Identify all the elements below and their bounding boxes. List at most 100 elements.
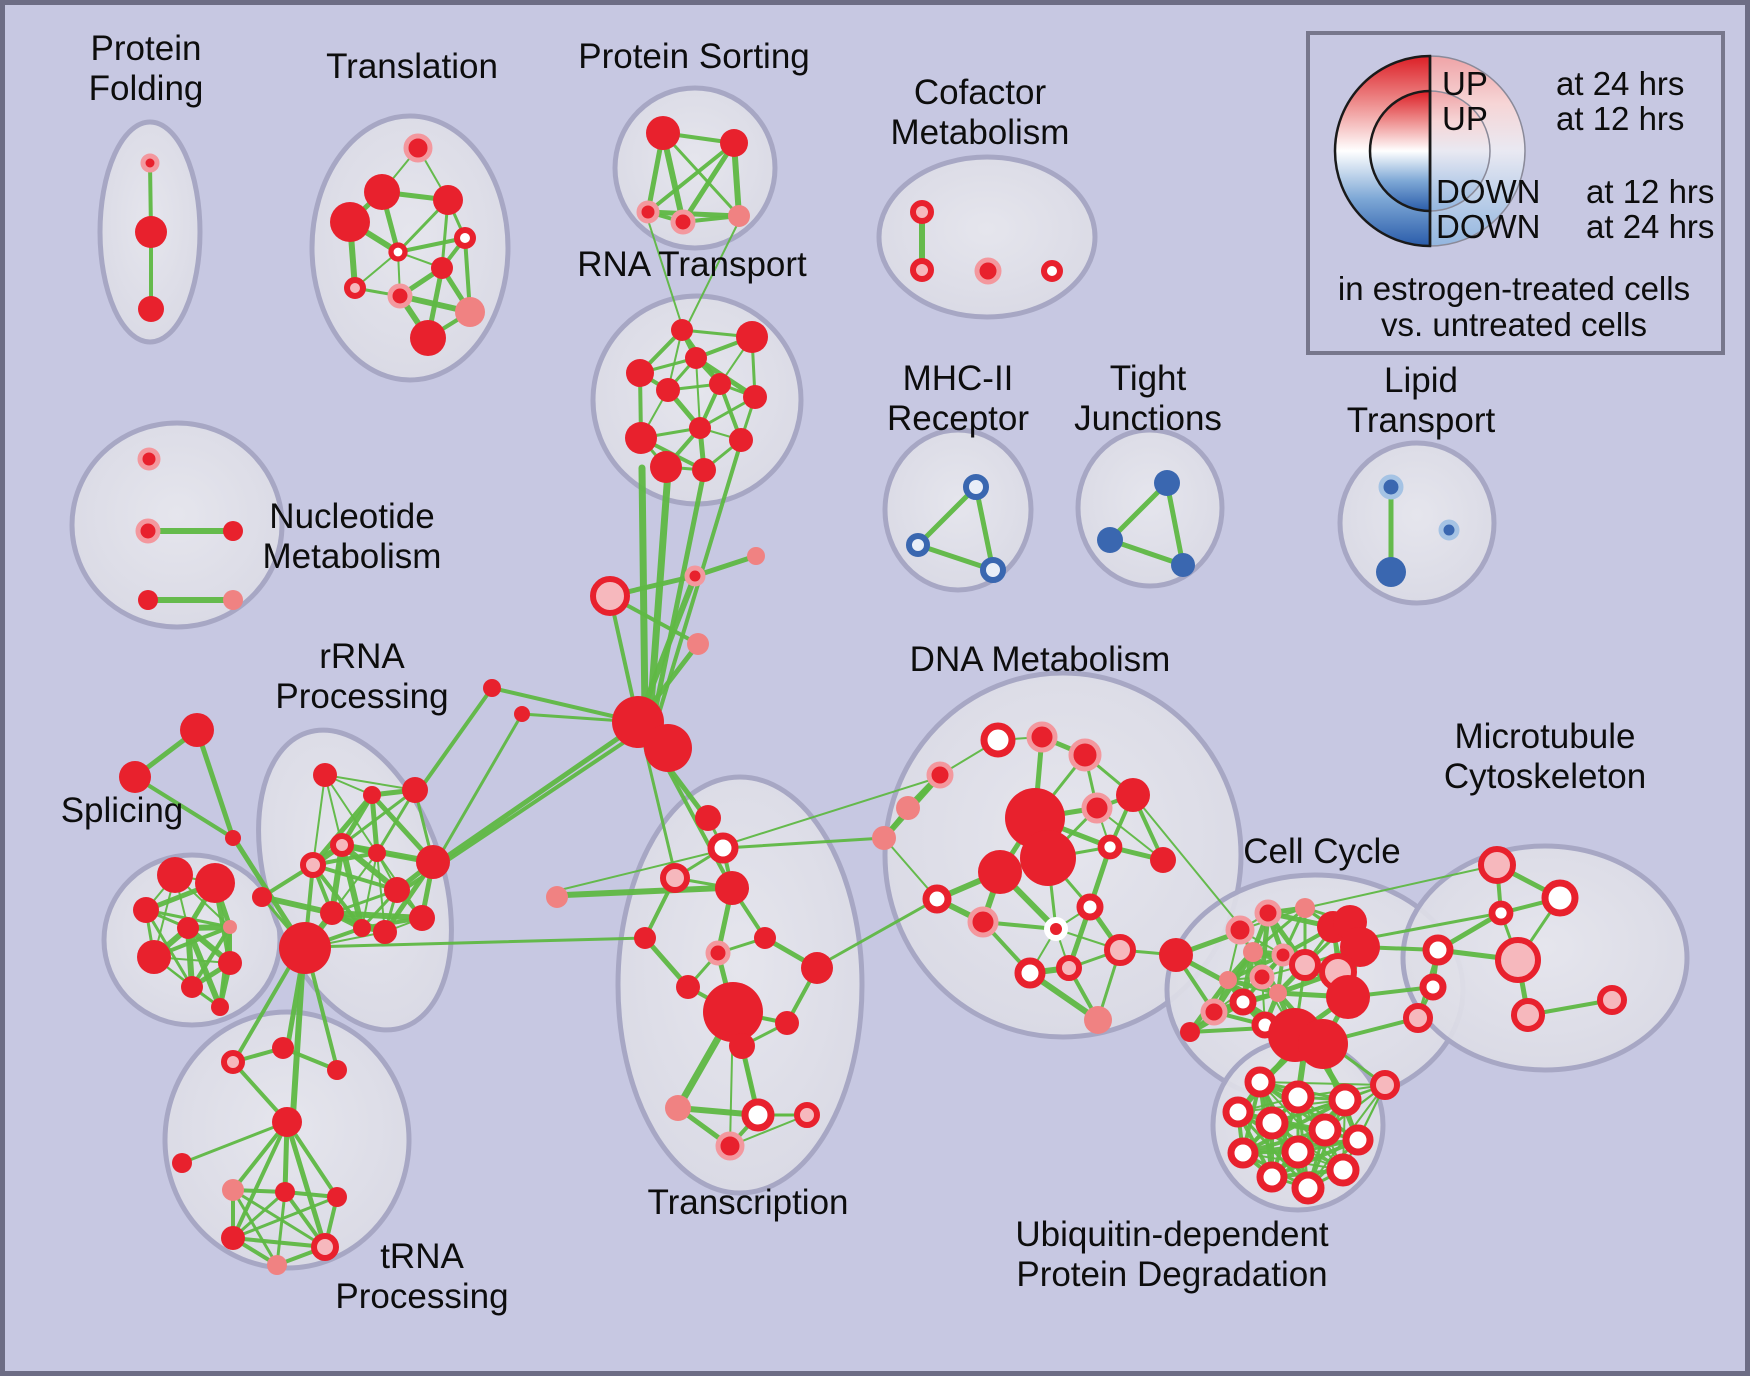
gene-node [221, 1226, 245, 1250]
module-label-mhc-ii-receptor: Receptor [887, 399, 1029, 438]
edge [724, 776, 941, 846]
gene-node [1298, 1019, 1348, 1069]
gene-node [433, 185, 463, 215]
gene-node [705, 940, 731, 966]
legend: UP at 24 hrs UP at 12 hrs DOWN at 12 hrs DOWN a… [1306, 31, 1725, 355]
gene-node [650, 451, 682, 483]
edge [692, 553, 759, 579]
edge [1251, 906, 1307, 954]
gene-node [692, 458, 716, 482]
edge [1304, 864, 1498, 909]
gene-node [1403, 1003, 1433, 1033]
edge [306, 953, 339, 1070]
edge [285, 1120, 339, 1199]
gene-node [720, 129, 748, 157]
legend-updown-glyph [1429, 90, 1491, 212]
gene-node [313, 763, 337, 787]
gene-node [119, 761, 151, 793]
inter-module-edges [231, 219, 1503, 1143]
gene-node [1488, 900, 1514, 926]
edge [635, 573, 698, 725]
gene-node [225, 830, 241, 846]
gene-node [272, 1107, 302, 1137]
edge [231, 1195, 339, 1240]
gene-node [1478, 846, 1516, 884]
gene-node [896, 796, 920, 820]
legend-item-label: at 12 hrs [1586, 173, 1714, 210]
edge [1271, 1084, 1386, 1124]
edge [647, 219, 685, 333]
gene-node [980, 557, 1006, 583]
gene-node [546, 886, 568, 908]
gene-node [707, 832, 739, 864]
edge [645, 209, 742, 219]
module-label-microtubule-cytoskeleton: Cytoskeleton [1444, 757, 1646, 796]
gene-node [1419, 973, 1447, 1001]
gene-node [1097, 527, 1123, 553]
edge [683, 224, 738, 333]
gene-node [747, 547, 765, 565]
edge [646, 141, 736, 214]
gene-node [172, 1153, 192, 1173]
module-label-tight-junctions: Junctions [1074, 399, 1222, 438]
gene-node [743, 385, 767, 409]
module-label-trna-processing: Processing [335, 1277, 508, 1316]
gene-node [223, 521, 243, 541]
gene-node [1495, 937, 1541, 983]
edge [311, 863, 399, 892]
edge [680, 140, 737, 225]
edge [308, 936, 645, 949]
gene-node [703, 982, 763, 1042]
gene-node [1044, 917, 1068, 941]
gene-node [133, 897, 159, 923]
gene-node [135, 216, 167, 248]
gene-node [330, 833, 354, 857]
gene-node [685, 347, 707, 369]
edge [331, 852, 378, 914]
gene-node [665, 1095, 691, 1121]
edge [231, 1120, 289, 1240]
gene-node [384, 877, 410, 903]
module-label-protein-folding: Folding [89, 69, 204, 108]
gene-node [1219, 971, 1237, 989]
edge [312, 774, 326, 866]
gene-node [483, 679, 501, 697]
edge [652, 469, 707, 715]
gene-node [275, 1182, 295, 1202]
gene-node [1422, 934, 1454, 966]
gene-node [684, 565, 706, 587]
gene-node [368, 844, 386, 862]
gene-node [364, 174, 400, 210]
gene-node [137, 447, 161, 471]
module-label-dna-metabolism: DNA Metabolism [910, 640, 1171, 679]
gene-node [138, 590, 158, 610]
gene-node [1244, 1066, 1276, 1098]
gene-node [1281, 1080, 1315, 1114]
gene-node [728, 205, 750, 227]
gene-node [1289, 949, 1321, 981]
gene-node [1326, 975, 1370, 1019]
gene-node [363, 786, 381, 804]
gene-node [1541, 879, 1579, 917]
gene-node [1256, 1161, 1288, 1193]
gene-node [1597, 985, 1627, 1015]
gene-node [138, 296, 164, 322]
gene-node [181, 976, 203, 998]
gene-node [671, 319, 693, 341]
gene-node [311, 1233, 339, 1261]
gene-node [729, 428, 753, 452]
gene-node [1026, 721, 1058, 753]
legend-caption: vs. untreated cells [1381, 306, 1647, 343]
gene-node [775, 1011, 799, 1035]
gene-node [327, 1060, 347, 1080]
gene-node [223, 590, 243, 610]
edge [973, 484, 996, 573]
gene-node [410, 320, 446, 356]
gene-node [1225, 915, 1255, 945]
edge [1297, 1084, 1386, 1153]
gene-node [1308, 1113, 1342, 1147]
edge [559, 849, 724, 891]
module-label-nucleotide-metabolism: Metabolism [263, 537, 442, 576]
